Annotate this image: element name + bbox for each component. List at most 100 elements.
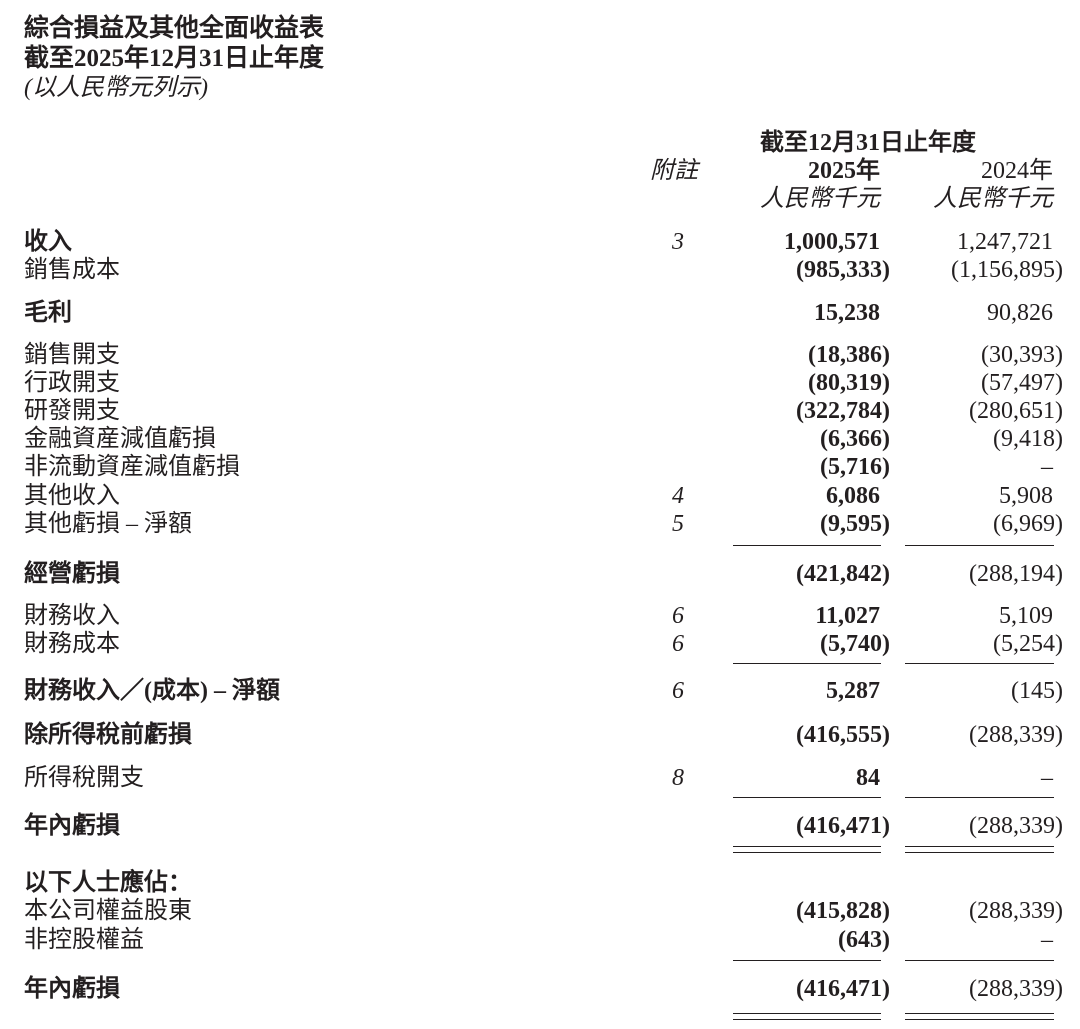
row-prior-value: (6,969) — [993, 512, 1063, 536]
row-current-value-text: 11,027 — [815, 603, 880, 629]
row-label-text: 除所得稅前虧損 — [24, 722, 192, 748]
subtotal-rule — [733, 797, 881, 798]
row-prior-value: (288,339) — [969, 723, 1063, 747]
row-note: 6 — [668, 679, 688, 703]
row-prior-value-text: (280,651) — [969, 398, 1063, 424]
row-note-text: 6 — [672, 631, 684, 657]
row-label-text: 財務收入／(成本) – 淨額 — [24, 678, 280, 704]
row-current-value: (416,471) — [796, 977, 890, 1001]
row-prior-value-text: (57,497) — [981, 370, 1063, 396]
row-label-text: 行政開支 — [24, 370, 120, 396]
row-label-text: 其他收入 — [24, 483, 120, 509]
row-prior-value: – — [1041, 928, 1053, 952]
row-label: 銷售成本 — [24, 258, 120, 282]
row-prior-value: (280,651) — [969, 399, 1063, 423]
row-note: 6 — [668, 604, 688, 628]
row-current-value: (5,740) — [820, 632, 890, 656]
row-current-value: (643) — [838, 928, 890, 952]
row-current-value-text: (5,716) — [820, 454, 890, 480]
row-prior-value-text: (1,156,895) — [951, 257, 1063, 283]
row-current-value-text: (416,471) — [796, 976, 890, 1002]
row-label: 研發開支 — [24, 399, 120, 423]
row-prior-value: (57,497) — [981, 371, 1063, 395]
row-prior-value-text: 1,247,721 — [957, 229, 1053, 255]
row-label-text: 毛利 — [24, 300, 72, 326]
row-prior-value-text: (9,418) — [993, 426, 1063, 452]
row-prior-value-text: (145) — [1011, 678, 1063, 704]
row-label: 金融資産減值虧損 — [24, 427, 216, 451]
row-current-value: 5,287 — [826, 679, 880, 703]
row-current-value: (416,555) — [796, 723, 890, 747]
row-current-value: 1,000,571 — [784, 230, 880, 254]
row-prior-value: – — [1041, 766, 1053, 790]
row-prior-value: (1,156,895) — [951, 258, 1063, 282]
row-label-text: 收入 — [24, 229, 72, 255]
row-label-text: 所得稅開支 — [24, 765, 144, 791]
row-current-value: (18,386) — [808, 343, 890, 367]
row-label-text: 以下人士應佔： — [24, 870, 192, 896]
row-label-text: 年內虧損 — [24, 813, 120, 839]
year-prior: 2024年 — [981, 158, 1053, 184]
row-label: 年內虧損 — [24, 977, 120, 1001]
row-current-value-text: 84 — [856, 765, 880, 791]
row-current-value-text: 6,086 — [826, 483, 880, 509]
row-prior-value: 5,109 — [999, 604, 1053, 628]
row-label-text: 非流動資産減值虧損 — [24, 454, 240, 480]
row-prior-value: (288,339) — [969, 899, 1063, 923]
row-label: 年內虧損 — [24, 814, 120, 838]
row-prior-value: 90,826 — [987, 301, 1053, 325]
row-label-text: 非控股權益 — [24, 927, 144, 953]
unit-prior: 人民幣千元 — [933, 186, 1053, 212]
row-prior-value-text: (288,339) — [969, 813, 1063, 839]
period-header: 截至12月31日止年度 — [760, 130, 976, 156]
row-prior-value-text: 90,826 — [987, 300, 1053, 326]
row-current-value-text: (18,386) — [808, 342, 890, 368]
subtotal-rule — [905, 960, 1054, 961]
row-label: 財務成本 — [24, 632, 120, 656]
row-label-text: 其他虧損 – 淨額 — [24, 511, 192, 537]
row-current-value: 6,086 — [826, 484, 880, 508]
row-prior-value-text: (5,254) — [993, 631, 1063, 657]
total-double-rule — [905, 846, 1054, 847]
row-label-text: 金融資産減值虧損 — [24, 426, 216, 452]
row-prior-value: – — [1041, 455, 1053, 479]
row-label-text: 銷售成本 — [24, 257, 120, 283]
row-current-value: (415,828) — [796, 899, 890, 923]
row-current-value-text: (416,471) — [796, 813, 890, 839]
row-prior-value-text: (288,194) — [969, 561, 1063, 587]
row-note-text: 4 — [672, 483, 684, 509]
total-double-rule — [733, 846, 881, 847]
row-current-value: (416,471) — [796, 814, 890, 838]
row-current-value-text: (416,555) — [796, 722, 890, 748]
row-prior-value-text: (30,393) — [981, 342, 1063, 368]
row-label: 以下人士應佔： — [24, 871, 192, 895]
row-prior-value: (288,339) — [969, 814, 1063, 838]
row-prior-value: 5,908 — [999, 484, 1053, 508]
total-double-rule — [733, 1019, 881, 1020]
row-prior-value-text: (288,339) — [969, 898, 1063, 924]
row-label-text: 財務收入 — [24, 603, 120, 629]
row-note: 3 — [668, 230, 688, 254]
total-double-rule — [905, 852, 1054, 853]
row-current-value-text: (421,842) — [796, 561, 890, 587]
row-prior-value: (9,418) — [993, 427, 1063, 451]
row-prior-value: (145) — [1011, 679, 1063, 703]
total-double-rule — [733, 1013, 881, 1014]
row-prior-value-text: (288,339) — [969, 722, 1063, 748]
row-label: 財務收入／(成本) – 淨額 — [24, 679, 280, 703]
row-note-text: 8 — [672, 765, 684, 791]
row-label-text: 研發開支 — [24, 398, 120, 424]
row-current-value: (9,595) — [820, 512, 890, 536]
row-label: 其他收入 — [24, 484, 120, 508]
row-label-text: 年內虧損 — [24, 976, 120, 1002]
row-label: 非流動資産減值虧損 — [24, 455, 240, 479]
row-prior-value-text: – — [1041, 927, 1053, 953]
row-current-value: (985,333) — [796, 258, 890, 282]
row-prior-value-text: (6,969) — [993, 511, 1063, 537]
subtotal-rule — [905, 545, 1054, 546]
row-current-value: 11,027 — [815, 604, 880, 628]
row-label: 除所得稅前虧損 — [24, 723, 192, 747]
total-double-rule — [733, 852, 881, 853]
row-current-value: 15,238 — [814, 301, 880, 325]
row-label: 毛利 — [24, 301, 72, 325]
